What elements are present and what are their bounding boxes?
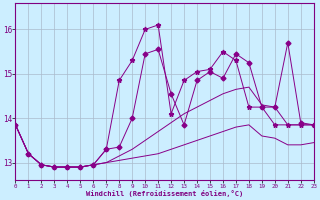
X-axis label: Windchill (Refroidissement éolien,°C): Windchill (Refroidissement éolien,°C): [86, 190, 243, 197]
